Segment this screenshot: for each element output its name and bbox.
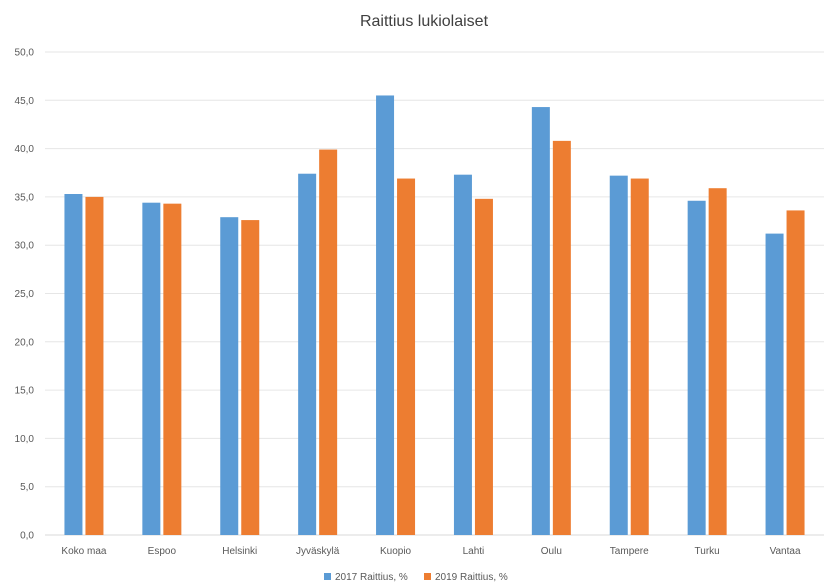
bar-series2-8 xyxy=(708,188,727,535)
bar-series1-0 xyxy=(64,194,83,535)
x-category-label: Koko maa xyxy=(61,546,106,557)
bar-series2-1 xyxy=(163,203,182,536)
bar-series1-7 xyxy=(609,175,628,535)
bar-series1-8 xyxy=(687,200,706,536)
bar-series1-9 xyxy=(765,233,784,535)
x-category-label: Lahti xyxy=(463,546,485,557)
bar-series1-2 xyxy=(220,217,239,535)
y-tick-label: 45,0 xyxy=(15,96,35,107)
legend-swatch xyxy=(424,573,431,580)
bar-series2-2 xyxy=(241,220,260,536)
x-category-label: Espoo xyxy=(148,546,177,557)
x-category-label: Vantaa xyxy=(770,546,801,557)
x-category-label: Tampere xyxy=(610,546,649,557)
y-tick-label: 40,0 xyxy=(15,144,35,155)
gridlines xyxy=(45,51,824,536)
x-category-label: Jyväskylä xyxy=(296,546,340,557)
bar-series2-5 xyxy=(474,198,493,535)
bar-series2-6 xyxy=(552,140,571,535)
y-tick-label: 20,0 xyxy=(15,337,35,348)
x-category-label: Helsinki xyxy=(222,546,257,557)
y-tick-label: 35,0 xyxy=(15,192,35,203)
y-tick-label: 5,0 xyxy=(20,482,34,493)
chart-title: Raittius lukiolaiset xyxy=(360,13,489,30)
x-category-label: Turku xyxy=(695,546,720,557)
bar-series2-7 xyxy=(630,178,649,535)
x-category-label: Kuopio xyxy=(380,546,412,557)
y-tick-label: 0,0 xyxy=(20,531,34,542)
y-tick-label: 15,0 xyxy=(15,386,35,397)
bar-series1-4 xyxy=(376,95,395,535)
legend-swatch xyxy=(324,573,331,580)
bars xyxy=(64,95,805,536)
bar-series1-6 xyxy=(531,107,550,535)
y-tick-label: 50,0 xyxy=(15,48,35,59)
bar-series2-3 xyxy=(319,149,338,536)
bar-series2-9 xyxy=(786,210,805,535)
legend-label: 2017 Raittius, % xyxy=(335,572,408,583)
bar-series1-1 xyxy=(142,202,161,536)
legend: 2017 Raittius, % 2019 Raittius, % xyxy=(324,572,508,583)
bar-series2-0 xyxy=(85,196,104,535)
y-tick-label: 25,0 xyxy=(15,289,35,300)
x-axis-category-labels: Koko maa Espoo Helsinki Jyväskylä Kuopio Laht… xyxy=(61,546,801,557)
bar-series1-3 xyxy=(298,173,317,535)
y-tick-label: 30,0 xyxy=(15,241,35,252)
y-axis-tick-labels: 0,0 5,0 10,0 15,0 20,0 25,0 30,0 35,0 40,0 45,0 50… xyxy=(15,48,35,542)
bar-series1-5 xyxy=(453,174,472,535)
x-category-label: Oulu xyxy=(541,546,562,557)
legend-label: 2019 Raittius, % xyxy=(435,572,508,583)
y-tick-label: 10,0 xyxy=(15,434,35,445)
bar-series2-4 xyxy=(397,178,416,535)
